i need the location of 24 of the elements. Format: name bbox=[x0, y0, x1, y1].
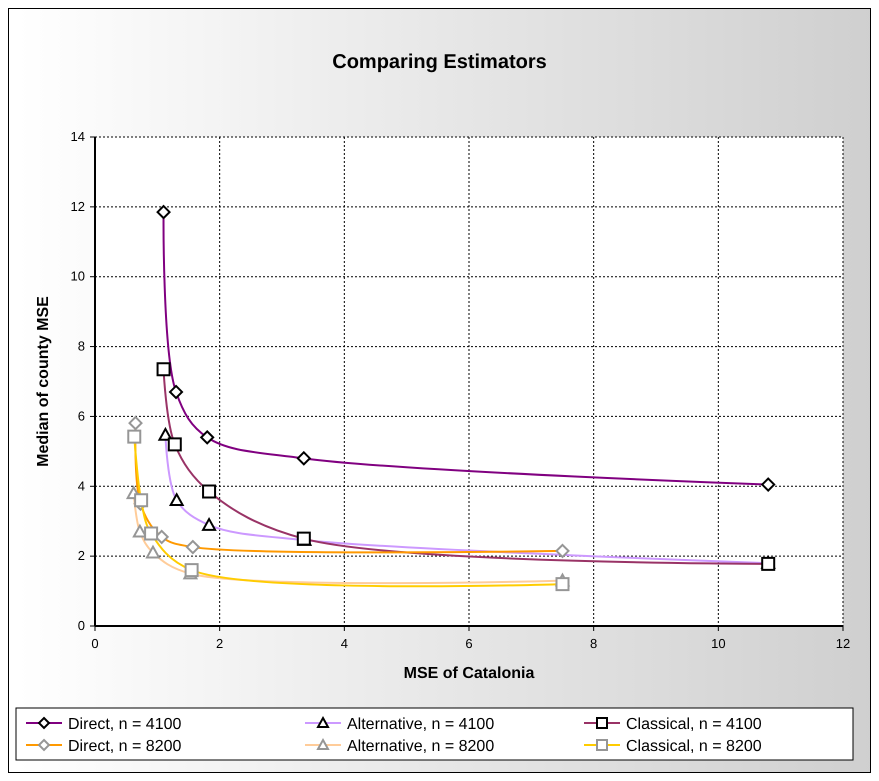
y-tick-label: 8 bbox=[78, 338, 85, 354]
x-tick-label: 8 bbox=[590, 636, 598, 651]
legend-label: Alternative, n = 4100 bbox=[347, 716, 494, 733]
x-axis-title: MSE of Catalonia bbox=[404, 665, 534, 682]
x-tick-label: 0 bbox=[91, 636, 99, 651]
y-tick-label: 4 bbox=[78, 478, 85, 494]
x-tick-label: 12 bbox=[836, 636, 850, 651]
x-tick-label: 4 bbox=[340, 636, 348, 651]
chart-title: Comparing Estimators bbox=[332, 51, 547, 73]
y-tick-label: 12 bbox=[70, 198, 85, 214]
y-tick-label: 0 bbox=[78, 618, 85, 633]
y-tick-label: 2 bbox=[78, 548, 85, 564]
legend-label: Direct, n = 8200 bbox=[68, 738, 182, 755]
legend-label: Classical, n = 4100 bbox=[626, 716, 762, 733]
x-tick-label: 2 bbox=[216, 636, 224, 651]
x-tick-label: 6 bbox=[465, 636, 473, 651]
legend-label: Direct, n = 4100 bbox=[68, 716, 182, 733]
legend-label: Alternative, n = 8200 bbox=[347, 738, 494, 755]
y-tick-label: 14 bbox=[70, 129, 85, 144]
y-tick-label: 10 bbox=[70, 268, 85, 284]
legend-label: Classical, n = 8200 bbox=[626, 738, 762, 755]
y-axis-title: Median of county MSE bbox=[35, 296, 52, 467]
x-tick-label: 10 bbox=[711, 636, 726, 651]
y-tick-label: 6 bbox=[78, 408, 85, 424]
